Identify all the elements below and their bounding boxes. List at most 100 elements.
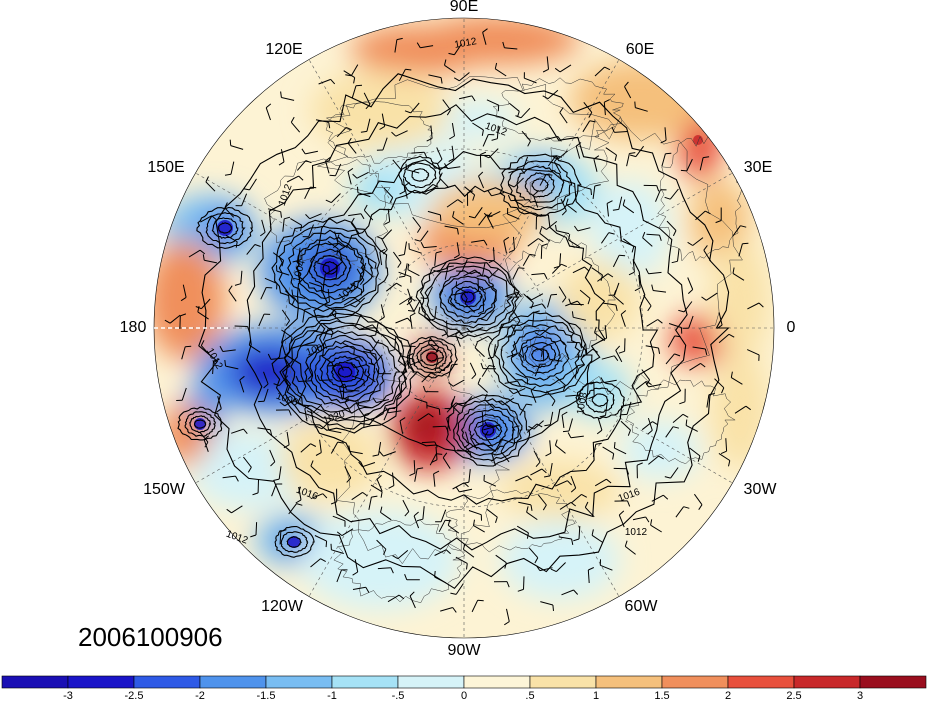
colorbar-tick-label: 1 (592, 690, 600, 702)
wind-barb (395, 384, 402, 401)
wind-barb (303, 344, 320, 351)
wind-barb (385, 407, 402, 414)
wind-barb (618, 338, 626, 354)
wind-barb (464, 186, 476, 201)
wind-barb (613, 467, 630, 475)
wind-barb (444, 265, 454, 280)
wind-barb (504, 324, 517, 338)
wind-barb (680, 158, 693, 172)
wind-barb (322, 323, 334, 338)
wind-barb (267, 208, 282, 218)
wind-barb (316, 262, 330, 273)
wind-barb (484, 430, 493, 447)
wind-barb (331, 308, 343, 324)
wind-barb (568, 234, 580, 248)
wind-barb (667, 335, 681, 348)
anomaly-blob (710, 240, 770, 360)
wind-barb (692, 346, 708, 356)
wind-barb (537, 494, 547, 511)
wind-barb (281, 309, 291, 326)
wind-barb (693, 493, 703, 510)
wind-barb (647, 417, 653, 435)
meridian-line (308, 327, 465, 597)
wind-barb (260, 287, 273, 300)
wind-barb (561, 411, 568, 428)
wind-barb (668, 323, 683, 334)
isobar (304, 334, 386, 410)
wind-barb (330, 265, 338, 281)
wind-barb (664, 467, 679, 479)
wind-barb (583, 101, 593, 118)
wind-barb (504, 608, 510, 626)
wind-barb (594, 326, 606, 342)
wind-barb (661, 152, 672, 167)
wind-barb (679, 388, 686, 405)
meridian-line (463, 327, 620, 597)
wind-barb (554, 64, 572, 73)
isobar (271, 308, 419, 434)
wind-barb (306, 363, 313, 380)
wind-barb (327, 424, 342, 434)
coastline (492, 77, 624, 142)
coastline (445, 489, 576, 553)
wind-barb (450, 292, 468, 299)
wind-barb (567, 432, 584, 439)
wind-barb (540, 243, 548, 259)
wind-barb (567, 321, 575, 338)
latitude-circle (380, 244, 548, 412)
wind-barb (405, 163, 420, 174)
wind-barb (407, 296, 415, 313)
wind-barb (448, 379, 465, 387)
wind-barb (332, 515, 346, 527)
wind-barb (486, 508, 498, 523)
wind-barb (239, 375, 245, 393)
wind-barb (572, 266, 590, 274)
wind-barb (450, 583, 464, 595)
wind-barb (219, 345, 236, 352)
wind-barb (347, 167, 354, 185)
wind-barb (588, 383, 595, 400)
wind-barb (591, 267, 603, 282)
wind-barb (344, 397, 352, 414)
wind-barb (343, 70, 356, 84)
wind-barb (368, 354, 383, 366)
wind-barb (560, 198, 567, 216)
wind-barb (404, 182, 410, 199)
wind-barb (310, 558, 326, 568)
wind-barb (417, 413, 434, 422)
wind-barb (322, 328, 335, 341)
wind-barb (257, 427, 273, 436)
wind-barb (687, 237, 704, 246)
wind-barb (392, 550, 409, 560)
meridian-line (463, 327, 733, 484)
wind-barb (376, 137, 388, 151)
wind-barb (224, 161, 235, 176)
wind-barb (284, 290, 295, 306)
coastlines (264, 76, 743, 603)
lon-label-120w: 120W (261, 598, 303, 615)
wind-barb (357, 399, 372, 409)
isobar (439, 270, 497, 324)
isobar (415, 256, 520, 340)
wind-barb (414, 230, 429, 242)
wind-barb (624, 81, 632, 99)
wind-barb (730, 371, 743, 385)
contour-label: 1008 (575, 391, 590, 415)
wind-barb (181, 345, 192, 360)
wind-barb (452, 210, 464, 225)
wind-barb (512, 267, 525, 280)
wind-barb (202, 254, 218, 264)
lon-label-60w: 60W (624, 598, 658, 615)
colorbar-box (1, 675, 69, 689)
wind-barb (248, 339, 261, 353)
anomaly-blob (430, 180, 550, 240)
wind-barb (291, 289, 306, 299)
lon-label-60e: 60E (625, 41, 655, 58)
wind-barb (212, 358, 220, 375)
wind-barb (584, 501, 595, 518)
wind-barb (229, 139, 244, 150)
isobar (426, 352, 439, 362)
wind-barb (464, 298, 476, 313)
wind-barb (364, 368, 376, 383)
wind-barb (432, 425, 449, 432)
